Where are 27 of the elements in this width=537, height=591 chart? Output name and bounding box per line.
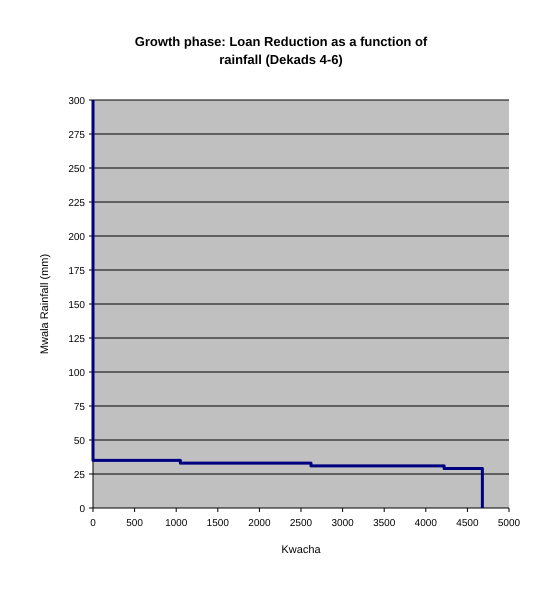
y-tick-label: 25 — [74, 470, 86, 481]
y-tick-label: 150 — [68, 300, 86, 311]
y-tick-label: 125 — [68, 334, 86, 345]
x-tick-label: 2500 — [290, 518, 313, 529]
x-tick-label: 4000 — [414, 518, 438, 529]
y-axis-title: Mwala Rainfall (mm) — [39, 254, 51, 354]
y-tick-label: 225 — [68, 198, 86, 209]
x-tick-label: 3500 — [373, 518, 396, 529]
y-tick-label: 50 — [74, 436, 86, 447]
x-tick-label: 3000 — [331, 518, 354, 529]
y-tick-label: 100 — [68, 368, 86, 379]
y-tick-label: 200 — [68, 232, 86, 243]
x-tick-label: 2000 — [248, 518, 271, 529]
x-tick-label: 0 — [90, 518, 96, 529]
y-tick-label: 250 — [68, 164, 86, 175]
y-tick-label: 300 — [68, 96, 86, 107]
x-tick-label: 1500 — [206, 518, 230, 529]
x-axis-title: Kwacha — [281, 544, 322, 556]
y-tick-label: 0 — [79, 504, 86, 515]
y-tick-label: 275 — [68, 130, 86, 141]
x-tick-label: 1000 — [165, 518, 188, 529]
y-tick-label: 75 — [74, 402, 86, 413]
chart-title: Growth phase: Loan Reduction as a function of rainfall (Dekads 4-6) — [134, 34, 428, 67]
x-tick-label: 500 — [126, 518, 144, 529]
y-tick-label: 175 — [68, 266, 86, 277]
x-tick-label: 4500 — [456, 518, 479, 529]
x-tick-label: 5000 — [498, 518, 521, 529]
